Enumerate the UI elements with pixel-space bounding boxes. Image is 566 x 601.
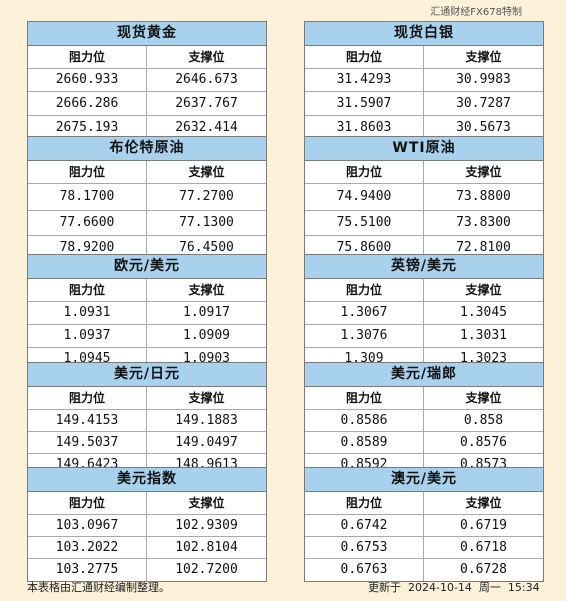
section-title: 澳元/美元	[305, 468, 543, 492]
resistance-cell: 1.0931	[28, 302, 147, 325]
support-cell: 102.9309	[147, 515, 266, 537]
support-header: 支撑位	[147, 492, 266, 515]
resistance-header: 阻力位	[305, 279, 424, 302]
resistance-cell: 103.0967	[28, 515, 147, 537]
resistance-header: 阻力位	[28, 161, 147, 184]
support-cell: 102.8104	[147, 537, 266, 559]
support-header: 支撑位	[424, 492, 543, 515]
resistance-cell: 2675.193	[28, 116, 147, 140]
resistance-header: 阻力位	[305, 161, 424, 184]
resistance-cell: 78.1700	[28, 184, 147, 211]
resistance-cell: 75.8600	[305, 236, 424, 259]
support-cell: 1.3045	[424, 302, 543, 325]
resistance-header: 阻力位	[305, 46, 424, 69]
table-right-section: 英镑/美元 阻力位 支撑位 1.3067 1.3045 1.3076 1.3031 1.309…	[304, 254, 544, 371]
resistance-cell: 75.5100	[305, 211, 424, 236]
resistance-cell: 1.3067	[305, 302, 424, 325]
support-cell: 2632.414	[175, 120, 238, 135]
table-right-section: 现货白银 阻力位 支撑位 31.4293 30.9983 31.5907 30.7287 31…	[304, 21, 544, 141]
support-header: 支撑位	[424, 161, 543, 184]
section-title: 美元指数	[28, 468, 266, 492]
support-cell: 0.6719	[424, 515, 543, 537]
resistance-cell: 103.2022	[28, 537, 147, 559]
support-header: 支撑位	[147, 387, 266, 410]
section-title: 现货白银	[305, 22, 543, 46]
table-left-section: 美元/日元 阻力位 支撑位 149.4153 149.1883 149.5037 149.0…	[27, 362, 267, 477]
support-cell: 149.1883	[147, 410, 266, 432]
resistance-header: 阻力位	[28, 492, 147, 515]
resistance-cell: 0.6753	[305, 537, 424, 559]
resistance-cell: 77.6600	[28, 211, 147, 236]
support-cell: 102.7200	[175, 562, 238, 577]
support-cell: 30.7287	[424, 92, 543, 116]
resistance-cell: 31.4293	[305, 69, 424, 92]
support-header: 支撑位	[424, 387, 543, 410]
brand-label: 汇通财经FX678特制	[430, 7, 522, 18]
resistance-cell: 2660.933	[28, 69, 147, 92]
resistance-header: 阻力位	[28, 387, 147, 410]
resistance-header: 阻力位	[28, 279, 147, 302]
support-cell: 76.4500	[179, 240, 234, 255]
support-cell: 0.8576	[424, 432, 543, 454]
support-cell: 2637.767	[147, 92, 266, 116]
support-cell: 77.2700	[147, 184, 266, 211]
section-title: WTI原油	[305, 137, 543, 161]
support-cell: 1.0917	[147, 302, 266, 325]
resistance-cell: 0.8586	[305, 410, 424, 432]
support-header: 支撑位	[424, 46, 543, 69]
resistance-cell: 1.3076	[305, 325, 424, 348]
resistance-cell: 31.8603	[305, 116, 424, 140]
support-cell: 72.8100	[456, 240, 511, 255]
support-cell: 73.8800	[424, 184, 543, 211]
support-cell: 0.6728	[460, 562, 507, 577]
support-header: 支撑位	[147, 279, 266, 302]
resistance-header: 阻力位	[28, 46, 147, 69]
resistance-header: 阻力位	[305, 387, 424, 410]
support-cell: 30.9983	[424, 69, 543, 92]
support-cell: 149.0497	[147, 432, 266, 454]
section-title: 美元/瑞郎	[305, 363, 543, 387]
support-header: 支撑位	[147, 161, 266, 184]
support-cell: 2646.673	[147, 69, 266, 92]
section-title: 英镑/美元	[305, 255, 543, 279]
resistance-header: 阻力位	[305, 492, 424, 515]
section-title: 布伦特原油	[28, 137, 266, 161]
support-cell: 77.1300	[147, 211, 266, 236]
support-cell: 30.5673	[456, 120, 511, 135]
support-cell: 73.8300	[424, 211, 543, 236]
support-header: 支撑位	[424, 279, 543, 302]
table-right-section: 澳元/美元 阻力位 支撑位 0.6742 0.6719 0.6753 0.6718 0.676…	[304, 467, 544, 582]
resistance-cell: 103.2775	[28, 559, 147, 581]
section-title: 欧元/美元	[28, 255, 266, 279]
support-cell: 0.6718	[424, 537, 543, 559]
table-left-section: 欧元/美元 阻力位 支撑位 1.0931 1.0917 1.0937 1.0909 1.094…	[27, 254, 267, 371]
table-right-section: 美元/瑞郎 阻力位 支撑位 0.8586 0.858 0.8589 0.8576 0.8592…	[304, 362, 544, 477]
footer-note: 本表格由汇通财经编制整理。	[27, 581, 170, 594]
section-title: 美元/日元	[28, 363, 266, 387]
support-cell: 1.0909	[147, 325, 266, 348]
support-header: 支撑位	[147, 46, 266, 69]
resistance-cell: 31.5907	[305, 92, 424, 116]
resistance-cell: 149.5037	[28, 432, 147, 454]
support-cell: 1.3031	[424, 325, 543, 348]
table-left-section: 美元指数 阻力位 支撑位 103.0967 102.9309 103.2022 102.81…	[27, 467, 267, 582]
table-left-section: 现货黄金 阻力位 支撑位 2660.933 2646.673 2666.286 2637.7…	[27, 21, 267, 141]
resistance-cell: 1.0937	[28, 325, 147, 348]
resistance-cell: 0.8589	[305, 432, 424, 454]
resistance-cell: 78.9200	[28, 236, 147, 259]
update-time: 更新于 2024-10-14 周一 15:34	[368, 581, 540, 594]
table-left-section: 布伦特原油 阻力位 支撑位 78.1700 77.2700 77.6600 77.1300 7…	[27, 136, 267, 260]
resistance-cell: 149.4153	[28, 410, 147, 432]
support-cell: 0.858	[424, 410, 543, 432]
resistance-cell: 74.9400	[305, 184, 424, 211]
resistance-cell: 0.6763	[305, 559, 424, 581]
section-title: 现货黄金	[28, 22, 266, 46]
resistance-cell: 0.6742	[305, 515, 424, 537]
resistance-cell: 2666.286	[28, 92, 147, 116]
table-right-section: WTI原油 阻力位 支撑位 74.9400 73.8800 75.5100 73.8300 7…	[304, 136, 544, 260]
